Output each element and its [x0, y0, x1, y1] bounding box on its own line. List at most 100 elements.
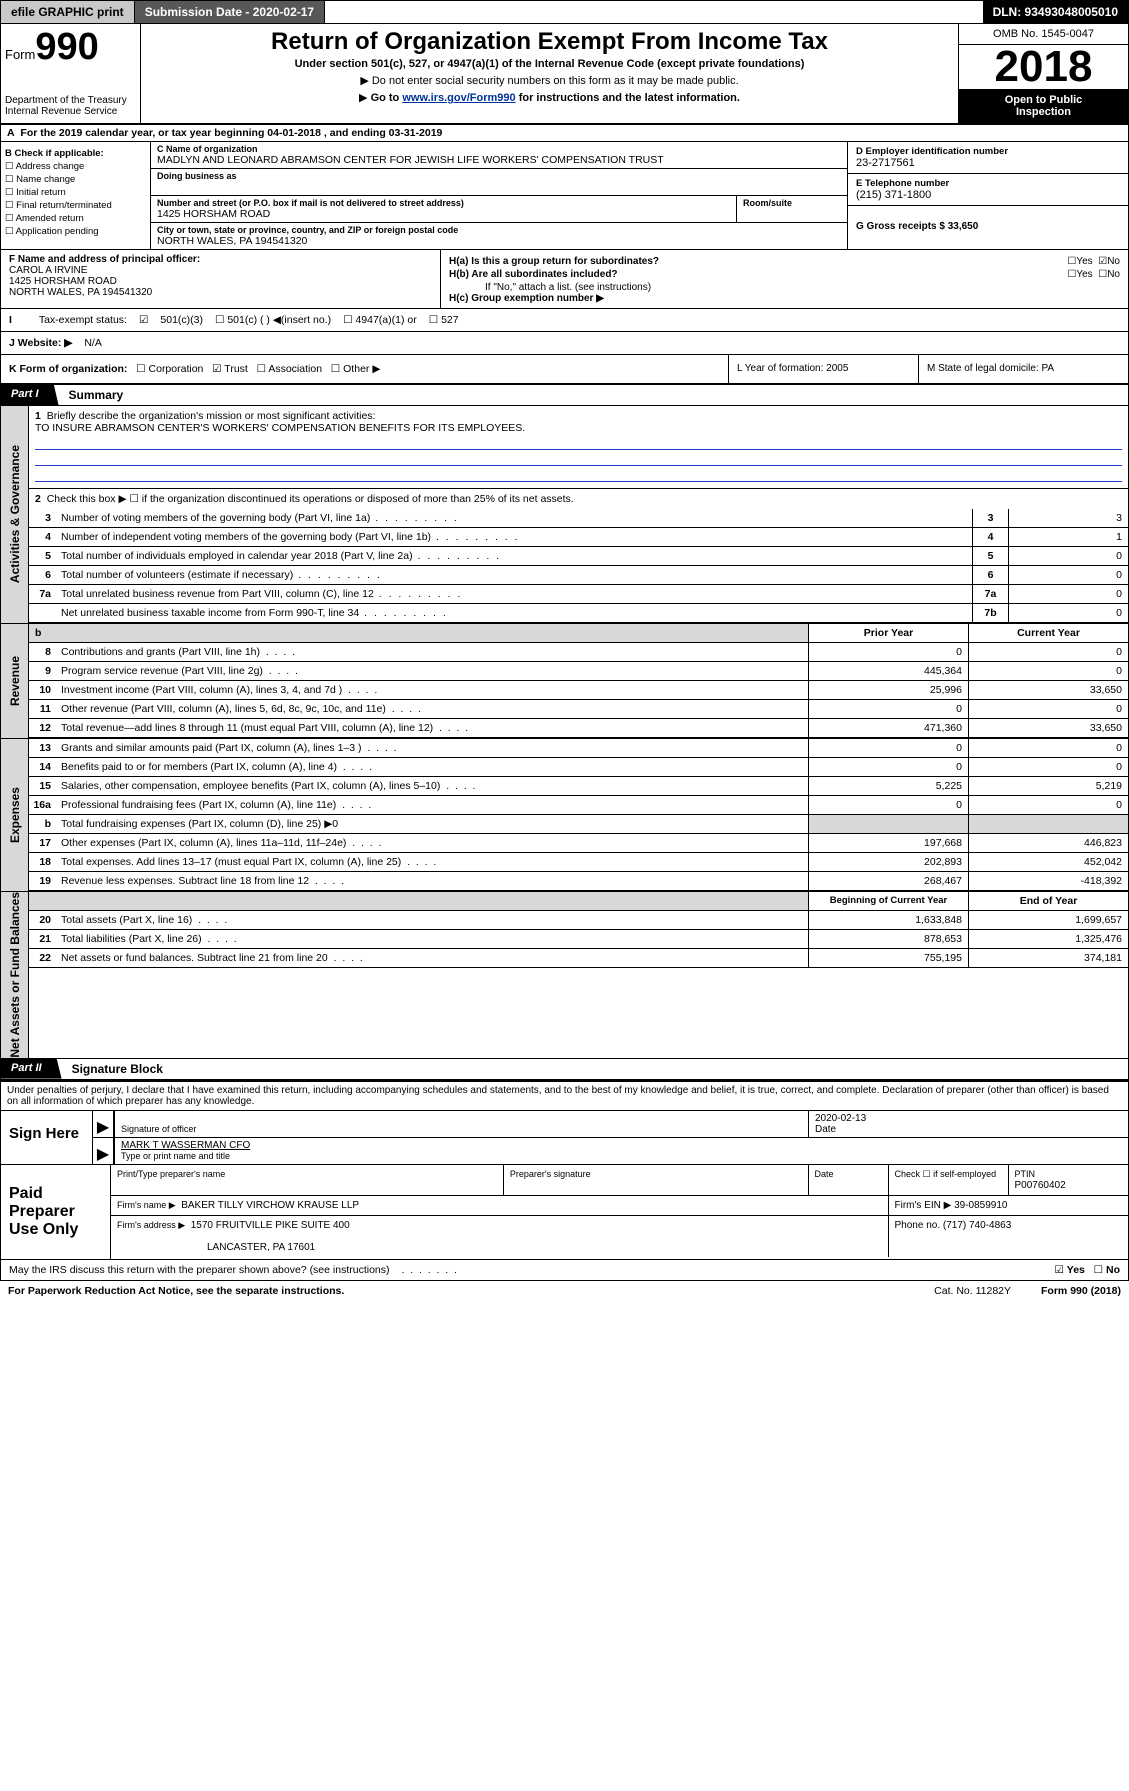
e-phone-label: E Telephone number [856, 178, 1120, 189]
form-number-block: Form990 Department of the Treasury Inter… [1, 24, 141, 123]
g-gross-value: 33,650 [948, 221, 979, 232]
open-to-public: Open to Public Inspection [959, 89, 1128, 123]
sig-arrow-icon: ▶ [93, 1111, 115, 1137]
side-net-assets: Net Assets or Fund Balances [1, 892, 29, 1058]
part-ii-title: Signature Block [62, 1059, 173, 1079]
ptin-value: P00760402 [1015, 1180, 1066, 1191]
officer-name-field: MARK T WASSERMAN CFO Type or print name … [115, 1138, 1128, 1164]
entity-block: B Check if applicable: Address change Na… [0, 142, 1129, 250]
part-ii-header: Part II Signature Block [0, 1059, 1129, 1080]
firm-addr2: LANCASTER, PA 17601 [207, 1242, 315, 1253]
c-street-label: Number and street (or P.O. box if mail i… [157, 198, 730, 208]
sig-date-field: 2020-02-13 Date [808, 1111, 1128, 1137]
form-subtitle: Under section 501(c), 527, or 4947(a)(1)… [147, 58, 952, 70]
d-ein-value: 23-2717561 [856, 157, 1120, 169]
part-i-header: Part I Summary [0, 385, 1129, 406]
sign-here-block: Sign Here ▶ Signature of officer 2020-02… [0, 1111, 1129, 1165]
summary-line: 9Program service revenue (Part VIII, lin… [29, 662, 1128, 681]
tax-year: 2018 [959, 45, 1128, 89]
row-i-tax-status: I Tax-exempt status: 501(c)(3) ☐ 501(c) … [0, 309, 1129, 332]
line-a: A For the 2019 calendar year, or tax yea… [0, 125, 1129, 142]
side-activities-governance: Activities & Governance [1, 406, 29, 623]
perjury-statement: Under penalties of perjury, I declare th… [0, 1080, 1129, 1111]
firm-name-label: Firm's name ▶ [117, 1200, 176, 1210]
summary-line: 11Other revenue (Part VIII, column (A), … [29, 700, 1128, 719]
head-beginning: Beginning of Current Year [808, 892, 968, 910]
department-line1: Department of the Treasury [5, 95, 136, 106]
prep-sig-label: Preparer's signature [510, 1169, 591, 1179]
h-a-no[interactable] [1098, 256, 1107, 267]
form-header: Form990 Department of the Treasury Inter… [0, 24, 1129, 125]
discuss-row: May the IRS discuss this return with the… [0, 1260, 1129, 1281]
h-b-no[interactable] [1098, 269, 1107, 280]
m-state: M State of legal domicile: PA [918, 355, 1128, 383]
h-a-label: H(a) Is this a group return for subordin… [449, 256, 659, 267]
summary-line: 19Revenue less expenses. Subtract line 1… [29, 872, 1128, 891]
chk-501c3[interactable] [139, 314, 148, 326]
h-a-yes[interactable] [1067, 256, 1076, 267]
chk-final-return[interactable]: Final return/terminated [5, 200, 146, 211]
form-number: 990 [35, 26, 98, 68]
summary-line: 6Total number of volunteers (estimate if… [29, 566, 1128, 585]
chk-initial-return[interactable]: Initial return [5, 187, 146, 198]
part-i-tab: Part I [1, 385, 59, 405]
summary-line: 14Benefits paid to or for members (Part … [29, 758, 1128, 777]
chk-amended-return[interactable]: Amended return [5, 213, 146, 224]
prep-selfemp[interactable]: Check ☐ if self-employed [895, 1169, 997, 1179]
submission-date-text: Submission Date - [145, 5, 250, 19]
e-phone-value: (215) 371-1800 [856, 189, 1120, 201]
summary-line: 20Total assets (Part X, line 16) . . . .… [29, 911, 1128, 930]
l-year-formation: L Year of formation: 2005 [728, 355, 918, 383]
head-end: End of Year [968, 892, 1128, 910]
col-c-name-address: C Name of organization MADLYN AND LEONAR… [151, 142, 848, 249]
f-city: NORTH WALES, PA 194541320 [9, 287, 152, 298]
sign-here-label: Sign Here [1, 1111, 93, 1164]
col-h-group: H(a) Is this a group return for subordin… [441, 250, 1128, 308]
summary-line: 10Investment income (Part VIII, column (… [29, 681, 1128, 700]
summary-line: Net unrelated business taxable income fr… [29, 604, 1128, 623]
line-2-discontinued: 2 Check this box ▶ ☐ if the organization… [29, 488, 1128, 509]
chk-application-pending[interactable]: Application pending [5, 226, 146, 237]
side-expenses: Expenses [1, 739, 29, 891]
chk-name-change[interactable]: Name change [5, 174, 146, 185]
c-city-label: City or town, state or province, country… [157, 225, 841, 235]
k-label: K Form of organization: [9, 363, 127, 375]
officer-signature-field[interactable]: Signature of officer [115, 1111, 808, 1137]
h-b-yes[interactable] [1067, 269, 1076, 280]
head-current-year: Current Year [968, 624, 1128, 642]
b-label: B Check if applicable: [5, 148, 146, 159]
summary-line: 8Contributions and grants (Part VIII, li… [29, 643, 1128, 662]
h-b-label: H(b) Are all subordinates included? [449, 269, 618, 280]
section-expenses: Expenses 13Grants and similar amounts pa… [0, 738, 1129, 891]
f-street: 1425 HORSHAM ROAD [9, 276, 117, 287]
c-street-value: 1425 HORSHAM ROAD [157, 208, 730, 220]
section-net-assets: Net Assets or Fund Balances Beginning of… [0, 891, 1129, 1059]
summary-line: 7aTotal unrelated business revenue from … [29, 585, 1128, 604]
side-revenue: Revenue [1, 624, 29, 738]
row-f-h: F Name and address of principal officer:… [0, 250, 1129, 309]
form-prefix: Form [5, 47, 35, 62]
i-label: Tax-exempt status: [39, 314, 127, 326]
paid-preparer-label: Paid Preparer Use Only [1, 1165, 111, 1259]
j-value: N/A [84, 337, 102, 349]
department-line2: Internal Revenue Service [5, 106, 136, 117]
c-name-value: MADLYN AND LEONARD ABRAMSON CENTER FOR J… [157, 154, 841, 166]
col-deg: D Employer identification number 23-2717… [848, 142, 1128, 249]
chk-address-change[interactable]: Address change [5, 161, 146, 172]
head-prior-year: Prior Year [808, 624, 968, 642]
summary-line: 3Number of voting members of the governi… [29, 509, 1128, 528]
efile-print-button[interactable]: efile GRAPHIC print [1, 1, 135, 23]
f-label: F Name and address of principal officer: [9, 254, 200, 265]
summary-line: bTotal fundraising expenses (Part IX, co… [29, 815, 1128, 834]
revenue-header: b Prior Year Current Year [29, 624, 1128, 643]
summary-line: 12Total revenue—add lines 8 through 11 (… [29, 719, 1128, 738]
paid-preparer-block: Paid Preparer Use Only Print/Type prepar… [0, 1165, 1129, 1260]
prep-name-label: Print/Type preparer's name [117, 1169, 225, 1179]
form-note2: Go to www.irs.gov/Form990 for instructio… [147, 91, 952, 104]
mission-text: TO INSURE ABRAMSON CENTER'S WORKERS' COM… [35, 422, 525, 434]
submission-date-label: Submission Date - 2020-02-17 [135, 1, 325, 23]
irs-link[interactable]: www.irs.gov/Form990 [402, 92, 515, 104]
form-ref: Form 990 (2018) [1041, 1285, 1121, 1297]
col-b-checkboxes: B Check if applicable: Address change Na… [1, 142, 151, 249]
summary-line: 17Other expenses (Part IX, column (A), l… [29, 834, 1128, 853]
